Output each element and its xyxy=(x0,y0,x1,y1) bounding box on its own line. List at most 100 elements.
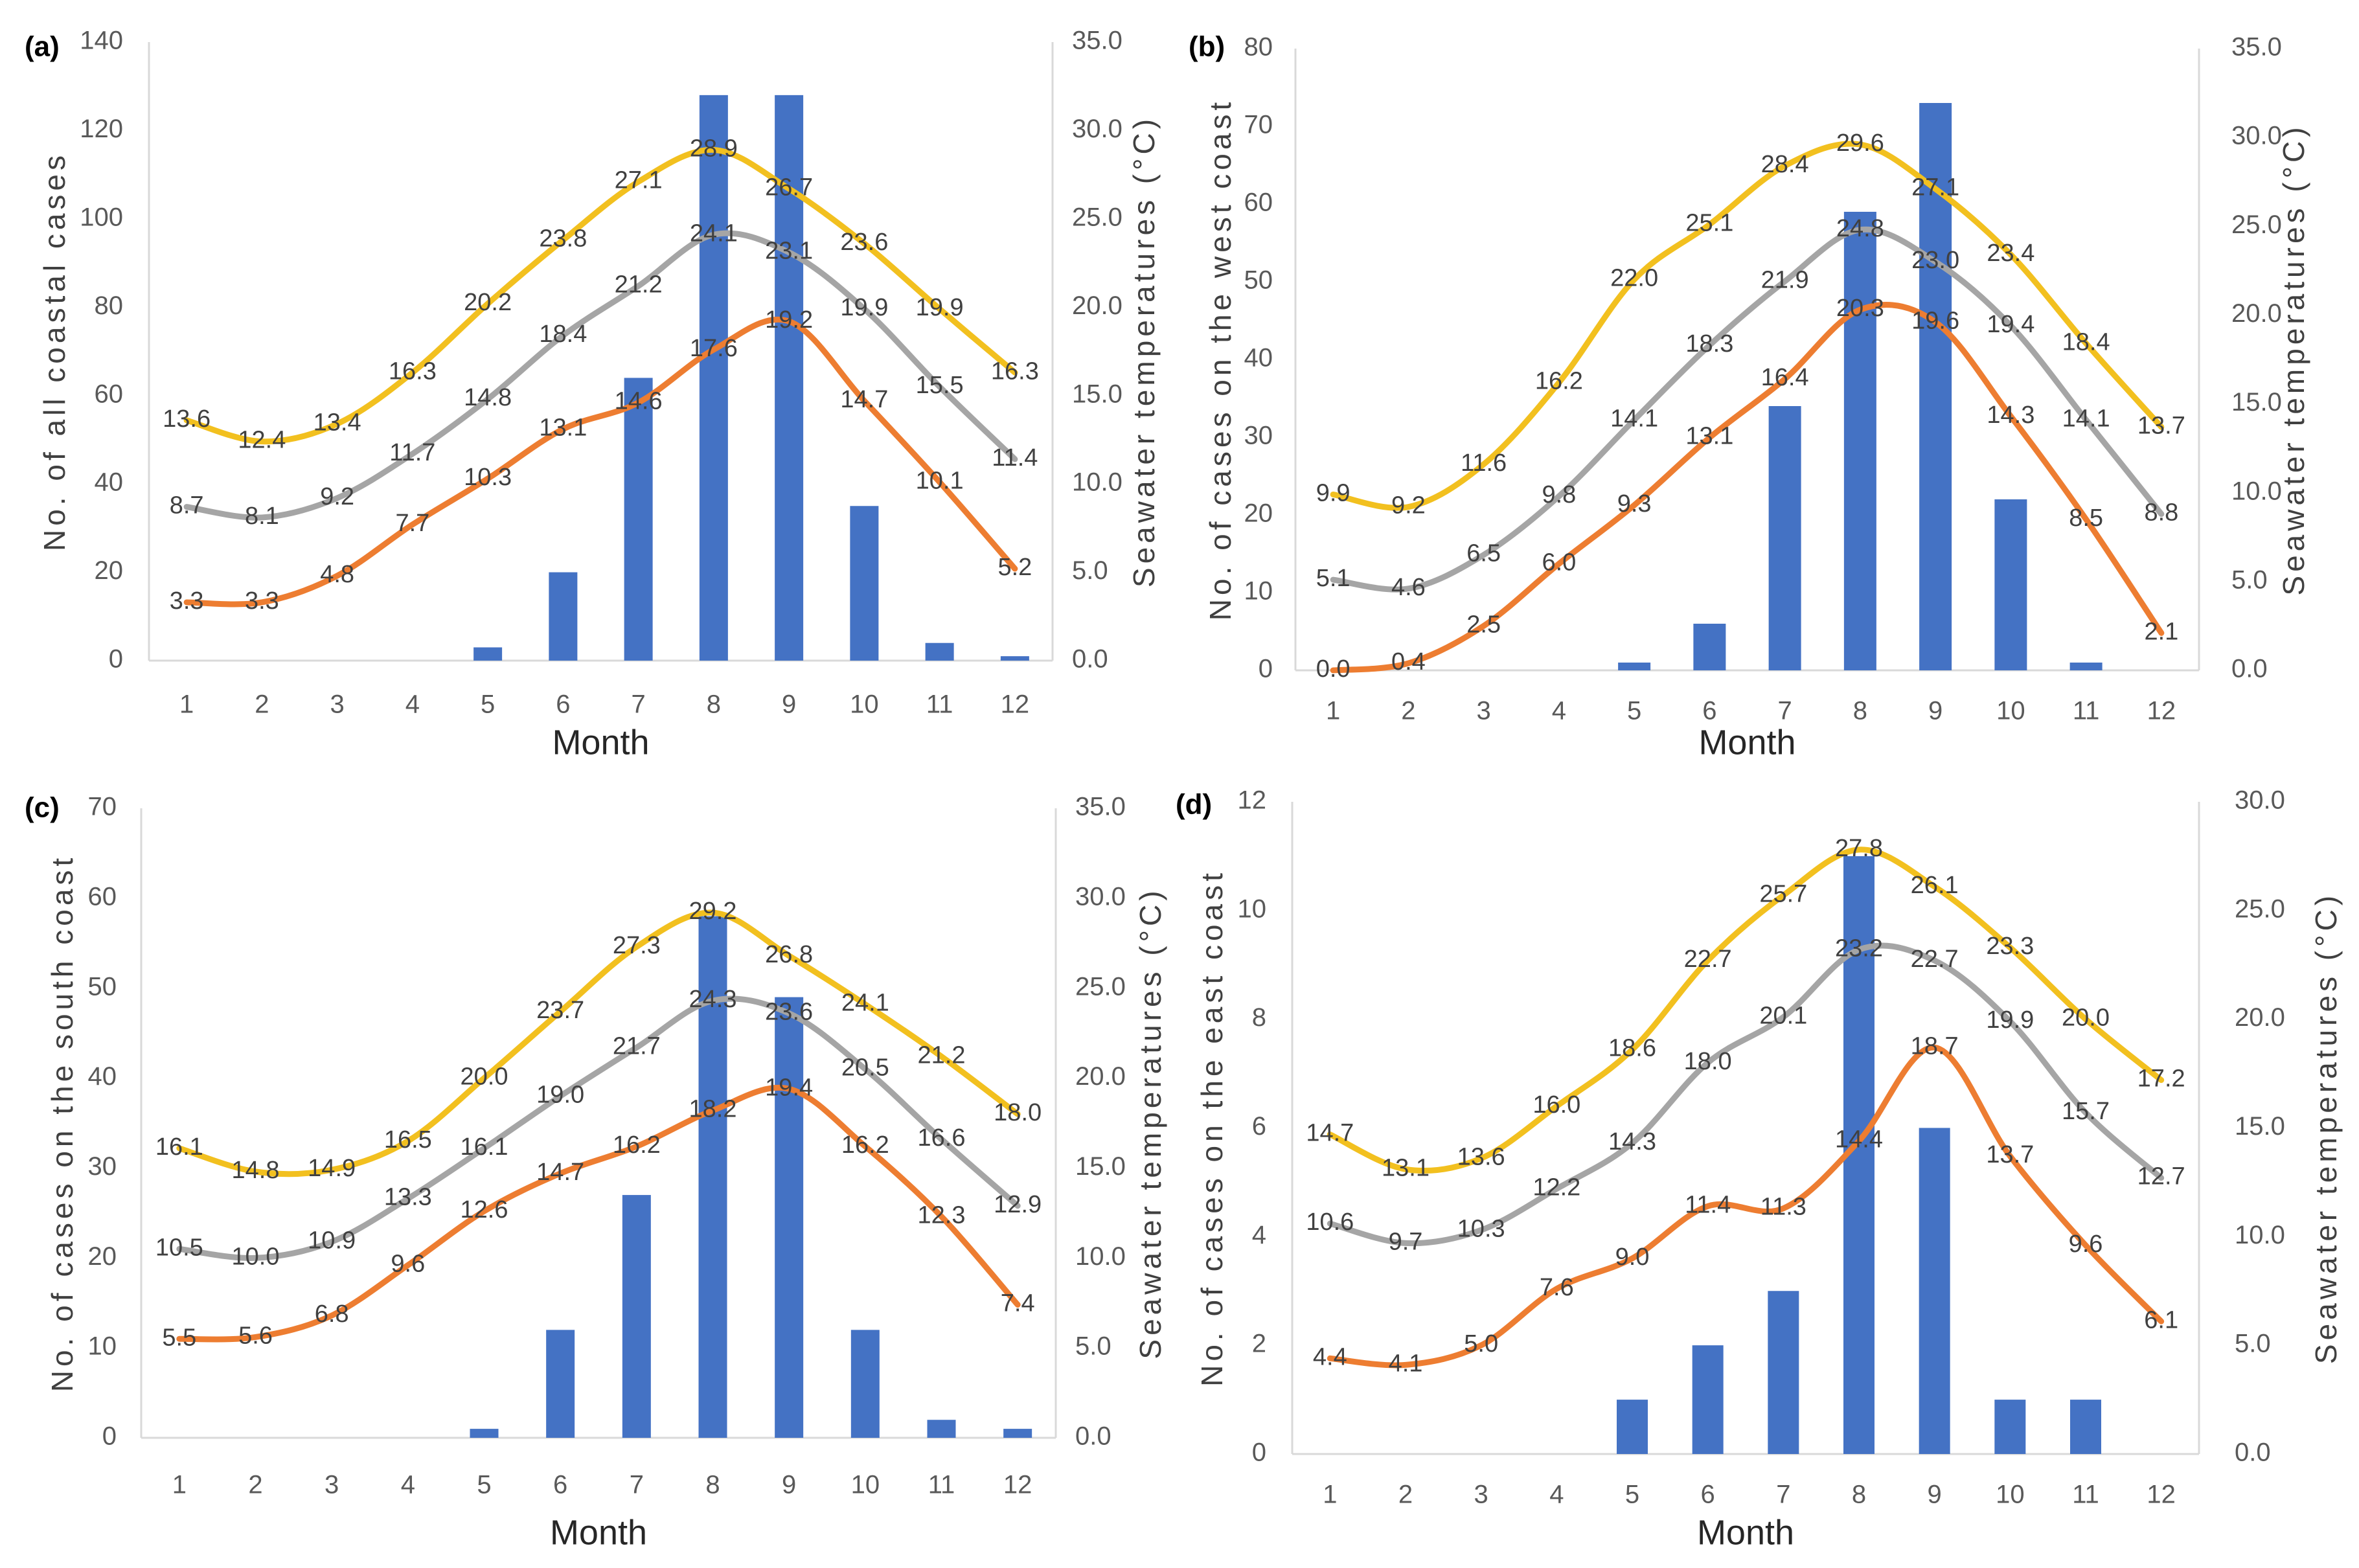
x-tick-label: 2 xyxy=(1398,1481,1413,1509)
data-label-avg: 20.1 xyxy=(1759,1002,1807,1029)
y2-tick-label: 0.0 xyxy=(2235,1438,2271,1467)
y-tick-label: 20 xyxy=(88,1242,117,1271)
data-label-min: 18.2 xyxy=(689,1096,737,1123)
temp-line-max xyxy=(1330,141,2165,511)
data-label-avg: 13.3 xyxy=(384,1184,432,1211)
data-label-min: 9.3 xyxy=(1617,490,1652,517)
data-label-max: 23.8 xyxy=(539,225,587,253)
case-bar xyxy=(622,1195,651,1438)
data-label-min: 8.5 xyxy=(2069,505,2103,532)
data-label-max: 14.8 xyxy=(232,1157,280,1184)
data-label-avg: 18.4 xyxy=(539,321,587,348)
data-label-max: 16.0 xyxy=(1533,1091,1580,1119)
data-label-max: 23.3 xyxy=(1986,933,2034,960)
panel-label: (d) xyxy=(1176,789,1212,821)
data-label-avg: 6.5 xyxy=(1466,540,1501,567)
data-label-min: 18.7 xyxy=(1911,1032,1959,1060)
data-label-max: 19.9 xyxy=(916,294,964,321)
data-label-min: 16.2 xyxy=(613,1131,661,1159)
data-label-min: 9.6 xyxy=(391,1250,425,1277)
data-label-min: 20.3 xyxy=(1836,295,1884,322)
y-tick-label: 12 xyxy=(1238,786,1267,815)
data-label-max: 13.7 xyxy=(2137,412,2185,439)
case-bar xyxy=(925,642,954,661)
data-label-max: 14.7 xyxy=(1306,1120,1354,1147)
data-label-max: 23.7 xyxy=(536,997,584,1024)
data-label-avg: 8.1 xyxy=(245,503,279,530)
data-label-avg: 10.5 xyxy=(155,1234,203,1261)
y-tick-label: 80 xyxy=(95,291,124,320)
data-label-max: 13.6 xyxy=(163,405,211,433)
data-label-max: 25.1 xyxy=(1685,210,1733,237)
y-tick-label: 70 xyxy=(1244,111,1273,139)
y2-tick-label: 0.0 xyxy=(2231,655,2268,683)
data-label-max: 16.1 xyxy=(155,1133,203,1161)
temp-line-min xyxy=(176,1084,1021,1343)
data-label-avg: 24.1 xyxy=(690,220,738,247)
temp-line-avg xyxy=(183,230,1018,521)
y-tick-label: 60 xyxy=(88,882,117,911)
case-bar xyxy=(2069,663,2103,670)
data-label-avg: 11.4 xyxy=(992,444,1038,472)
x-tick-label: 9 xyxy=(1928,1481,1942,1509)
y-tick-label: 40 xyxy=(88,1062,117,1091)
data-label-min: 12.6 xyxy=(461,1196,508,1223)
data-label-max: 20.2 xyxy=(464,289,512,316)
y-axis-title: No. of cases on the west coast xyxy=(1203,98,1237,620)
temp-line-max xyxy=(176,909,1021,1177)
data-label-min: 11.4 xyxy=(1685,1191,1731,1218)
data-label-min: 16.2 xyxy=(841,1131,889,1159)
y2-tick-label: 30.0 xyxy=(1072,115,1123,143)
y-tick-label: 20 xyxy=(1244,499,1273,528)
x-axis-title: Month xyxy=(552,723,649,762)
case-bar xyxy=(1768,1291,1799,1454)
y2-tick-label: 0.0 xyxy=(1072,645,1108,674)
x-tick-label: 10 xyxy=(1996,1481,2025,1509)
temp-line-max xyxy=(1327,846,2165,1174)
data-label-max: 18.4 xyxy=(2062,328,2110,356)
chart-panel-b: (b)010203040506070800.05.010.015.020.025… xyxy=(1189,31,2310,762)
y-tick-label: 2 xyxy=(1252,1330,1266,1358)
y2-tick-label: 5.0 xyxy=(2231,565,2268,594)
y-tick-label: 140 xyxy=(80,27,123,55)
case-bar xyxy=(850,506,879,661)
x-tick-label: 11 xyxy=(2073,697,2100,725)
y-axis-title: No. of all coastal cases xyxy=(38,152,71,551)
case-bar xyxy=(473,647,503,661)
data-label-max: 29.6 xyxy=(1836,130,1884,157)
data-label-max: 13.1 xyxy=(1382,1154,1430,1181)
x-tick-label: 10 xyxy=(850,690,879,719)
data-label-max: 22.0 xyxy=(1610,265,1658,292)
data-label-avg: 23.0 xyxy=(1911,247,1959,274)
x-tick-label: 2 xyxy=(1401,697,1415,725)
x-tick-label: 12 xyxy=(1003,1471,1032,1499)
panel-label: (a) xyxy=(25,31,60,63)
x-tick-label: 9 xyxy=(1928,697,1943,725)
y-tick-label: 30 xyxy=(1244,422,1273,450)
data-label-avg: 15.7 xyxy=(2062,1098,2110,1125)
data-label-max: 12.4 xyxy=(238,427,286,454)
data-label-max: 28.4 xyxy=(1761,151,1809,178)
panel-label: (b) xyxy=(1189,31,1225,63)
y2-tick-label: 5.0 xyxy=(1072,556,1108,585)
data-label-max: 16.2 xyxy=(1535,368,1583,395)
x-tick-label: 12 xyxy=(2147,697,2176,725)
x-tick-label: 5 xyxy=(481,690,495,719)
data-label-avg: 14.8 xyxy=(464,384,512,411)
data-label-avg: 19.9 xyxy=(1986,1006,2034,1034)
data-label-avg: 4.6 xyxy=(1391,574,1426,601)
data-label-avg: 23.2 xyxy=(1835,935,1883,962)
data-label-min: 14.6 xyxy=(615,388,663,415)
data-label-avg: 21.9 xyxy=(1761,266,1809,293)
y-tick-label: 20 xyxy=(95,556,124,585)
data-label-avg: 16.6 xyxy=(918,1124,966,1152)
case-bar xyxy=(470,1429,499,1438)
x-tick-label: 6 xyxy=(1702,697,1716,725)
data-label-avg: 23.6 xyxy=(765,999,813,1026)
data-label-max: 24.1 xyxy=(841,990,889,1017)
data-label-min: 19.2 xyxy=(765,306,813,334)
data-label-avg: 5.1 xyxy=(1316,565,1350,592)
x-tick-label: 9 xyxy=(782,1471,796,1499)
y2-tick-label: 20.0 xyxy=(1072,291,1123,320)
data-label-avg: 8.8 xyxy=(2144,499,2178,527)
